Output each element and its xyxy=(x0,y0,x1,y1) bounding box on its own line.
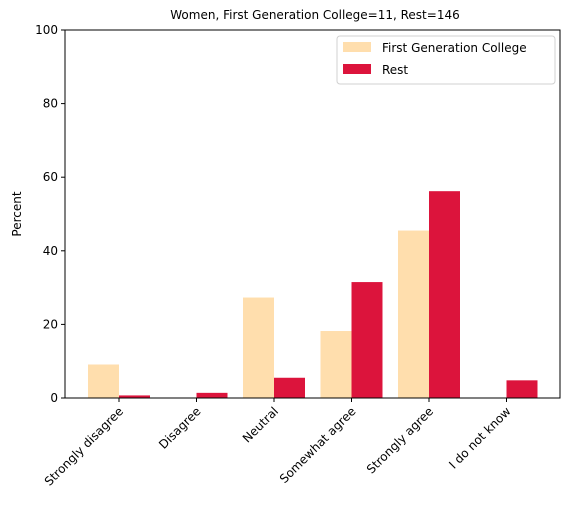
bar-first-generation-college-2 xyxy=(243,297,274,398)
legend-box xyxy=(336,35,556,85)
bar-rest-4 xyxy=(429,191,460,398)
legend-swatch xyxy=(343,64,371,74)
bar-rest-2 xyxy=(274,377,305,398)
x-tick-label: Strongly disagree xyxy=(42,404,126,488)
y-tick-label: 100 xyxy=(35,23,58,37)
plot-frame xyxy=(64,29,561,399)
legend: First Generation College Rest xyxy=(336,35,556,85)
x-tick-label: I do not know xyxy=(446,404,514,472)
chart-title: Women, First Generation College=11, Rest… xyxy=(170,8,459,22)
x-tick-label: Neutral xyxy=(240,404,281,445)
y-tick-label: 40 xyxy=(43,244,58,258)
y-tick-label: 20 xyxy=(43,317,58,331)
legend-label: First Generation College xyxy=(382,41,527,55)
y-axis-label: Percent xyxy=(10,191,24,236)
bar-rest-0 xyxy=(119,395,150,398)
bar-first-generation-college-4 xyxy=(398,230,429,398)
bar-first-generation-college-3 xyxy=(320,331,352,398)
bars-layer xyxy=(88,191,538,398)
legend-label: Rest xyxy=(382,63,408,77)
bar-rest-3 xyxy=(351,282,383,398)
x-tick-label: Strongly agree xyxy=(364,404,436,476)
bar-rest-5 xyxy=(506,380,538,398)
bar-first-generation-college-0 xyxy=(88,364,119,398)
y-tick-label: 0 xyxy=(50,391,58,405)
legend-swatch xyxy=(343,42,371,52)
x-tick-label: Disagree xyxy=(156,404,204,452)
x-tick-label: Somewhat agree xyxy=(277,404,359,486)
axes-layer: 0 20 40 60 80 100 Strongly disagree Disagree Neu… xyxy=(35,23,561,489)
bar-rest-1 xyxy=(196,392,228,398)
y-tick-label: 80 xyxy=(43,97,58,111)
y-tick-label: 60 xyxy=(43,170,58,184)
